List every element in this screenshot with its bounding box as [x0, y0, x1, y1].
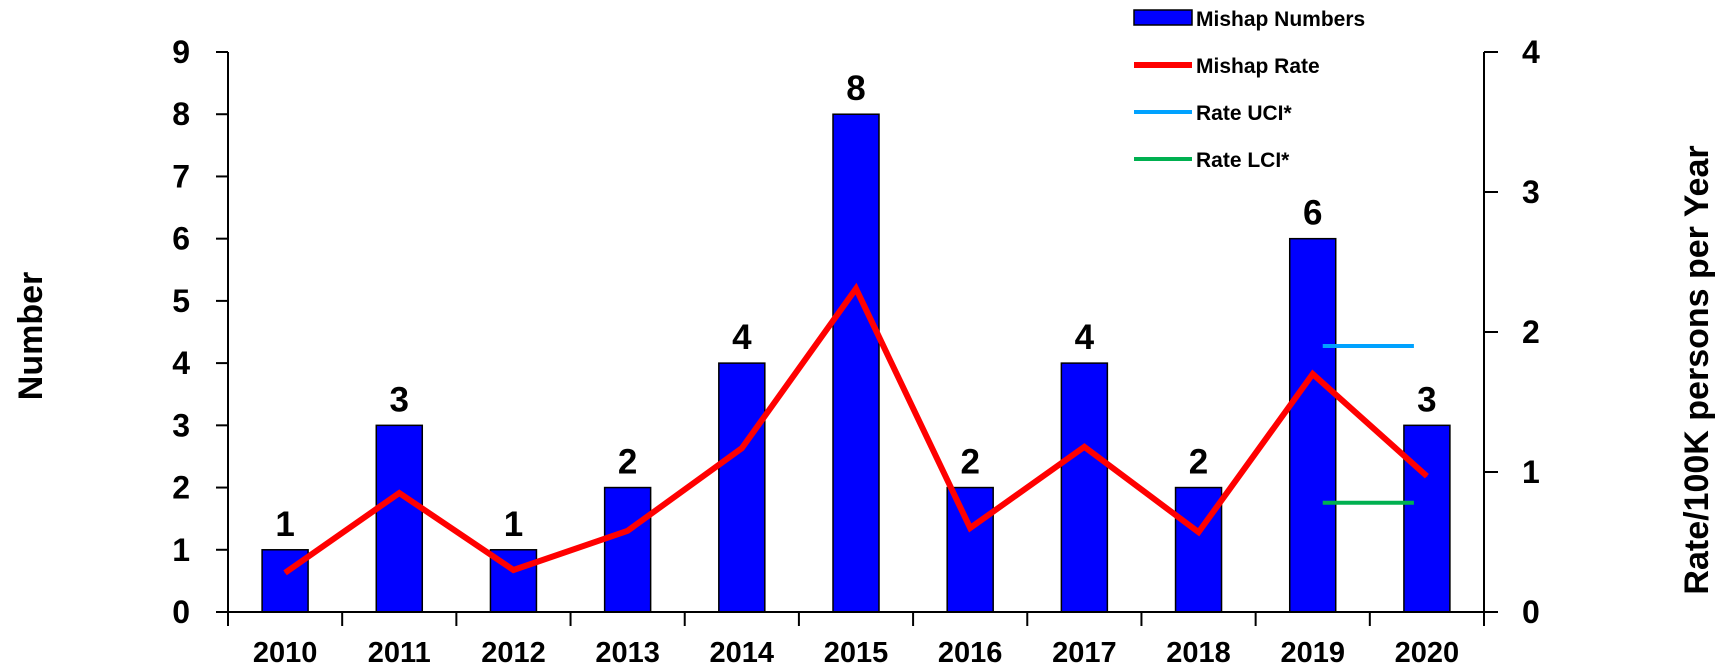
y-left-tick-label: 9	[172, 34, 190, 70]
bar-2014	[718, 362, 766, 613]
y-left-tick-label: 6	[172, 221, 190, 257]
y-left-tick-label: 2	[172, 470, 190, 506]
ticks-group: 0 1 2 3 4 5 6 7 8 9 0 1 2 3 4 2010 2011 2012 2013 2014 2015 2…	[172, 34, 1540, 669]
x-tick-label-2018: 2018	[1166, 637, 1231, 669]
rate-point-2015	[855, 288, 857, 290]
x-tick-label-2019: 2019	[1280, 637, 1345, 669]
y-right-tick-label: 2	[1522, 314, 1540, 350]
data-label-2010: 1	[275, 505, 294, 544]
rate-point-2012	[512, 569, 514, 571]
rate-point-2019	[1312, 373, 1314, 375]
y-left-tick-label: 1	[172, 532, 190, 568]
rate-point-2017	[1083, 446, 1085, 448]
data-label-2014: 4	[732, 318, 752, 357]
x-tick-label-2010: 2010	[253, 637, 318, 669]
data-label-2013: 2	[618, 443, 637, 482]
y-left-tick-label: 5	[172, 283, 190, 319]
bar-2016	[946, 486, 994, 613]
x-tick-label-2020: 2020	[1395, 637, 1460, 669]
rate-point-2010	[284, 572, 286, 574]
data-label-2020: 3	[1417, 380, 1436, 419]
rate-point-2013	[627, 530, 629, 532]
y-left-tick-label: 3	[172, 407, 190, 443]
y-left-tick-label: 4	[172, 345, 190, 381]
data-label-2019: 6	[1303, 194, 1322, 233]
rate-point-2014	[741, 447, 743, 449]
x-tick-label-2017: 2017	[1052, 637, 1117, 669]
legend-label: Mishap Numbers	[1196, 8, 1365, 31]
rate-point-2011	[398, 492, 400, 494]
legend-swatch-bar	[1133, 9, 1193, 26]
y-left-tick-label: 8	[172, 96, 190, 132]
legend-label: Mishap Rate	[1196, 55, 1320, 78]
x-tick-label-2014: 2014	[710, 637, 775, 669]
bar-2011	[375, 424, 424, 613]
legend-label: Rate LCI*	[1196, 149, 1290, 172]
x-tick-label-2012: 2012	[481, 637, 546, 669]
bar-2017	[1060, 362, 1109, 613]
y-right-tick-label: 0	[1522, 594, 1540, 630]
rate-point-2018	[1198, 531, 1200, 533]
y-right-tick-label: 1	[1522, 454, 1540, 490]
bar-2013	[603, 486, 652, 613]
bar-2015	[832, 113, 880, 613]
legend: Mishap Numbers Mishap Rate Rate UCI* Rate L…	[1133, 8, 1365, 172]
data-label-2018: 2	[1189, 443, 1208, 482]
legend-label: Rate UCI*	[1196, 102, 1293, 125]
bar-2019	[1288, 237, 1337, 613]
bar-2020	[1403, 424, 1451, 613]
data-label-2011: 3	[390, 380, 409, 419]
data-labels-group: 1 3 1 2 4 8 2 4 2 6 3	[275, 69, 1436, 544]
x-tick-label-2015: 2015	[824, 637, 889, 669]
x-tick-label-2013: 2013	[595, 637, 660, 669]
data-label-2012: 1	[504, 505, 523, 544]
lines-group	[283, 282, 1429, 576]
y-axis-left-title: Number	[12, 272, 50, 400]
x-tick-label-2011: 2011	[368, 637, 431, 669]
y-right-tick-label: 4	[1522, 34, 1540, 70]
y-axis-right-title: Rate/100K persons per Year	[1678, 145, 1716, 594]
data-label-2016: 2	[960, 443, 979, 482]
data-label-2015: 8	[846, 69, 865, 108]
y-left-tick-label: 0	[172, 594, 190, 630]
data-label-2017: 4	[1075, 318, 1095, 357]
y-right-tick-label: 3	[1522, 174, 1540, 210]
x-tick-label-2016: 2016	[938, 637, 1003, 669]
rate-point-2016	[969, 527, 971, 529]
bars-group	[261, 113, 1451, 613]
y-left-tick-label: 7	[172, 158, 190, 194]
rate-point-2020	[1426, 475, 1428, 477]
